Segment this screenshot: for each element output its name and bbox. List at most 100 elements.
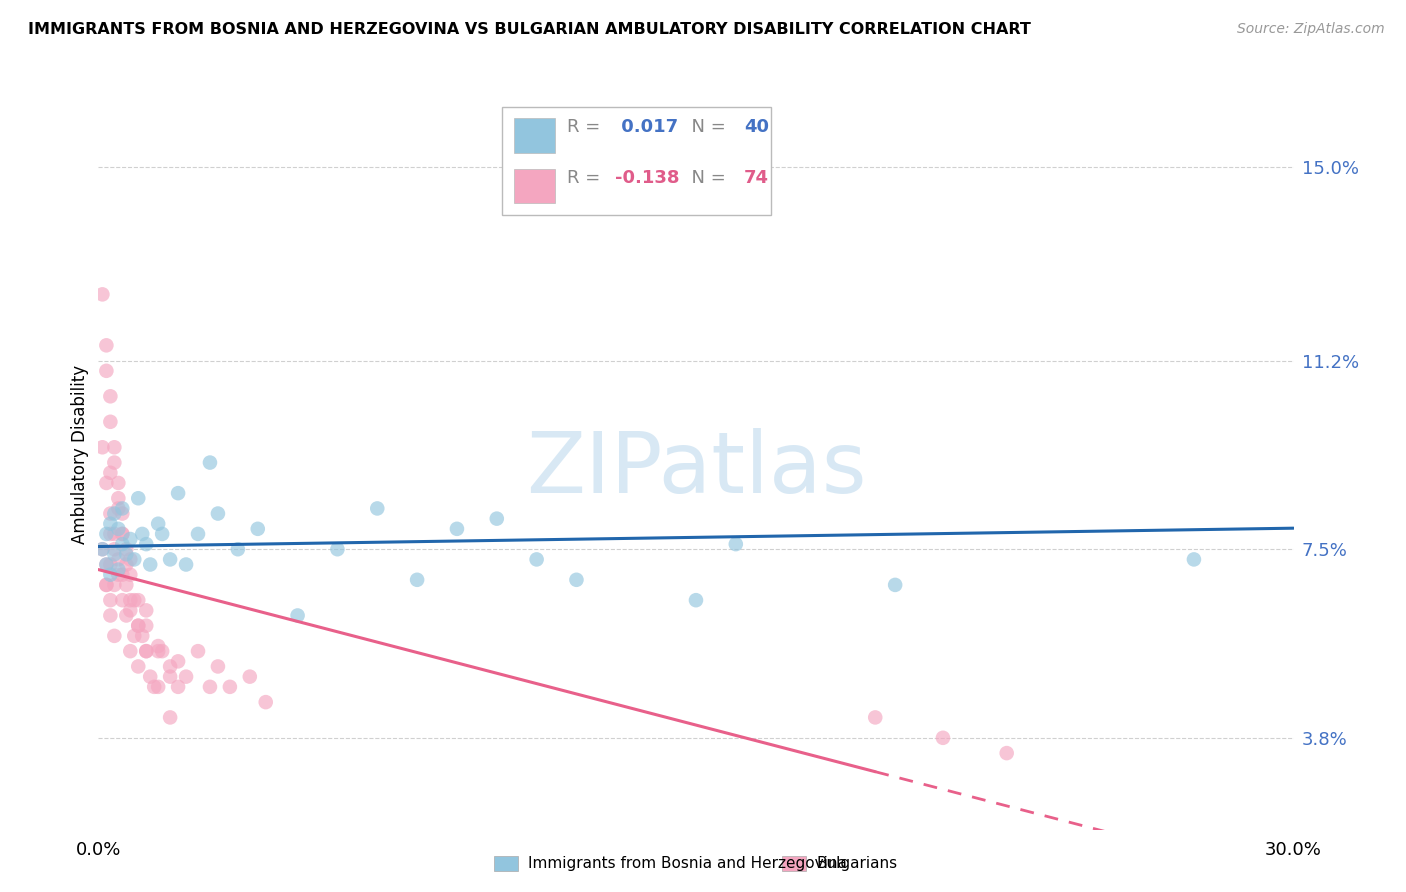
Point: [139, 558, 162, 572]
Point: [107, 491, 129, 506]
Point: [120, 593, 142, 607]
Point: [326, 542, 349, 557]
Point: [111, 527, 134, 541]
Point: [526, 552, 548, 566]
Point: [107, 567, 129, 582]
Point: [148, 680, 170, 694]
Point: [198, 680, 221, 694]
FancyBboxPatch shape: [515, 169, 555, 203]
Point: [287, 608, 309, 623]
Point: [207, 507, 229, 521]
Text: 0.017: 0.017: [614, 119, 678, 136]
Point: [111, 537, 134, 551]
Point: [96, 558, 118, 572]
Point: [91, 542, 114, 557]
Point: [127, 618, 149, 632]
Point: [120, 552, 142, 566]
Point: [995, 746, 1018, 760]
Point: [159, 659, 181, 673]
FancyBboxPatch shape: [495, 856, 517, 871]
Y-axis label: Ambulatory Disability: Ambulatory Disability: [70, 366, 89, 544]
Point: [96, 475, 118, 490]
Text: ZIPatlas: ZIPatlas: [526, 428, 866, 511]
FancyBboxPatch shape: [782, 856, 807, 871]
Point: [115, 608, 138, 623]
Point: [103, 456, 125, 470]
Point: [131, 527, 153, 541]
Point: [96, 364, 118, 378]
Point: [98, 593, 122, 607]
Point: [107, 552, 129, 566]
FancyBboxPatch shape: [502, 106, 772, 215]
Point: [96, 578, 118, 592]
Point: [207, 659, 229, 673]
Point: [127, 491, 149, 506]
Text: R =: R =: [567, 119, 606, 136]
Point: [103, 440, 125, 454]
Point: [124, 593, 146, 607]
Point: [103, 578, 125, 592]
Point: [139, 670, 162, 684]
Text: IMMIGRANTS FROM BOSNIA AND HERZEGOVINA VS BULGARIAN AMBULATORY DISABILITY CORREL: IMMIGRANTS FROM BOSNIA AND HERZEGOVINA V…: [28, 22, 1031, 37]
Point: [111, 501, 134, 516]
Point: [254, 695, 277, 709]
Text: Bulgarians: Bulgarians: [815, 856, 897, 871]
Point: [187, 527, 209, 541]
Point: [406, 573, 429, 587]
Point: [98, 466, 122, 480]
Point: [135, 537, 157, 551]
Point: [159, 552, 181, 566]
Point: [111, 593, 134, 607]
Point: [111, 507, 134, 521]
Text: Source: ZipAtlas.com: Source: ZipAtlas.com: [1237, 22, 1385, 37]
Point: [159, 710, 181, 724]
Point: [865, 710, 887, 724]
Point: [148, 644, 170, 658]
Point: [124, 552, 146, 566]
Point: [167, 680, 190, 694]
Point: [98, 558, 122, 572]
Point: [884, 578, 907, 592]
Point: [148, 639, 170, 653]
Point: [143, 680, 166, 694]
Text: N =: N =: [681, 169, 733, 186]
Text: R =: R =: [567, 169, 606, 186]
Point: [685, 593, 707, 607]
Point: [246, 522, 269, 536]
Point: [127, 618, 149, 632]
Point: [98, 567, 122, 582]
Point: [1182, 552, 1205, 566]
Point: [120, 567, 142, 582]
Point: [103, 542, 125, 557]
Point: [107, 475, 129, 490]
Point: [135, 644, 157, 658]
Point: [446, 522, 468, 536]
Point: [115, 578, 138, 592]
Point: [91, 440, 114, 454]
Point: [103, 547, 125, 561]
Text: -0.138: -0.138: [614, 169, 679, 186]
Point: [115, 542, 138, 557]
Point: [724, 537, 747, 551]
Point: [111, 567, 134, 582]
Point: [96, 338, 118, 352]
Point: [91, 542, 114, 557]
Point: [115, 547, 138, 561]
Point: [98, 415, 122, 429]
Point: [127, 593, 149, 607]
Point: [96, 578, 118, 592]
Point: [91, 287, 114, 301]
FancyBboxPatch shape: [515, 119, 555, 153]
Point: [107, 522, 129, 536]
Point: [98, 527, 122, 541]
Point: [120, 644, 142, 658]
Point: [120, 603, 142, 617]
Point: [103, 527, 125, 541]
Point: [103, 629, 125, 643]
Text: N =: N =: [681, 119, 733, 136]
Point: [96, 527, 118, 541]
Point: [167, 486, 190, 500]
Point: [150, 527, 173, 541]
Point: [127, 659, 149, 673]
Point: [135, 644, 157, 658]
